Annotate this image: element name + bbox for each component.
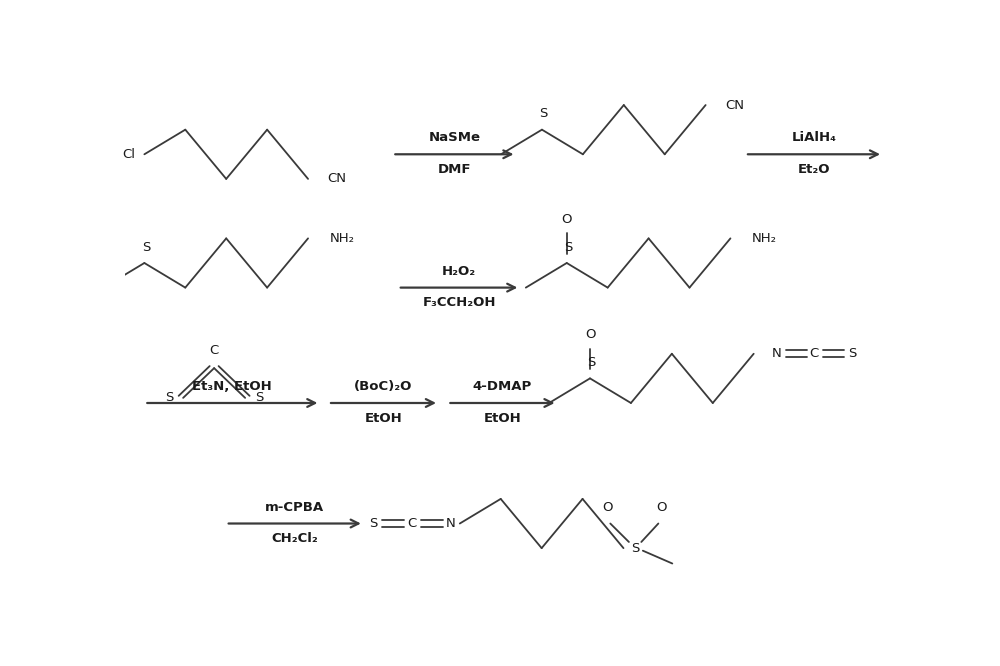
Text: NaSMe: NaSMe (428, 131, 480, 145)
Text: O: O (585, 328, 595, 342)
Text: S: S (564, 241, 572, 254)
Text: S: S (255, 392, 263, 404)
Text: N: N (446, 517, 455, 530)
Text: EtOH: EtOH (365, 412, 402, 425)
Text: NH₂: NH₂ (752, 232, 777, 245)
Text: S: S (631, 541, 639, 555)
Text: N: N (772, 347, 782, 360)
Text: S: S (369, 517, 377, 530)
Text: S: S (165, 392, 173, 404)
Text: H₂O₂: H₂O₂ (442, 264, 476, 278)
Text: NH₂: NH₂ (330, 232, 355, 245)
Text: S: S (142, 241, 150, 254)
Text: S: S (587, 356, 596, 369)
Text: F₃CCH₂OH: F₃CCH₂OH (422, 296, 496, 310)
Text: O: O (562, 213, 572, 226)
Text: Et₃N, EtOH: Et₃N, EtOH (192, 380, 272, 393)
Text: CH₂Cl₂: CH₂Cl₂ (271, 532, 318, 545)
Text: O: O (656, 501, 667, 514)
Text: S: S (539, 107, 548, 121)
Text: (BoC)₂O: (BoC)₂O (354, 380, 413, 393)
Text: Et₂O: Et₂O (798, 163, 830, 176)
Text: Cl: Cl (122, 148, 135, 161)
Text: m-CPBA: m-CPBA (265, 501, 324, 513)
Text: C: C (210, 344, 219, 357)
Text: DMF: DMF (438, 163, 471, 176)
Text: C: C (810, 347, 819, 360)
Text: O: O (602, 501, 612, 514)
Text: S: S (848, 347, 856, 360)
Text: C: C (407, 517, 416, 530)
Text: CN: CN (327, 172, 346, 185)
Text: 4-DMAP: 4-DMAP (473, 380, 532, 393)
Text: EtOH: EtOH (484, 412, 521, 425)
Text: LiAlH₄: LiAlH₄ (791, 131, 836, 145)
Text: CN: CN (725, 99, 744, 111)
